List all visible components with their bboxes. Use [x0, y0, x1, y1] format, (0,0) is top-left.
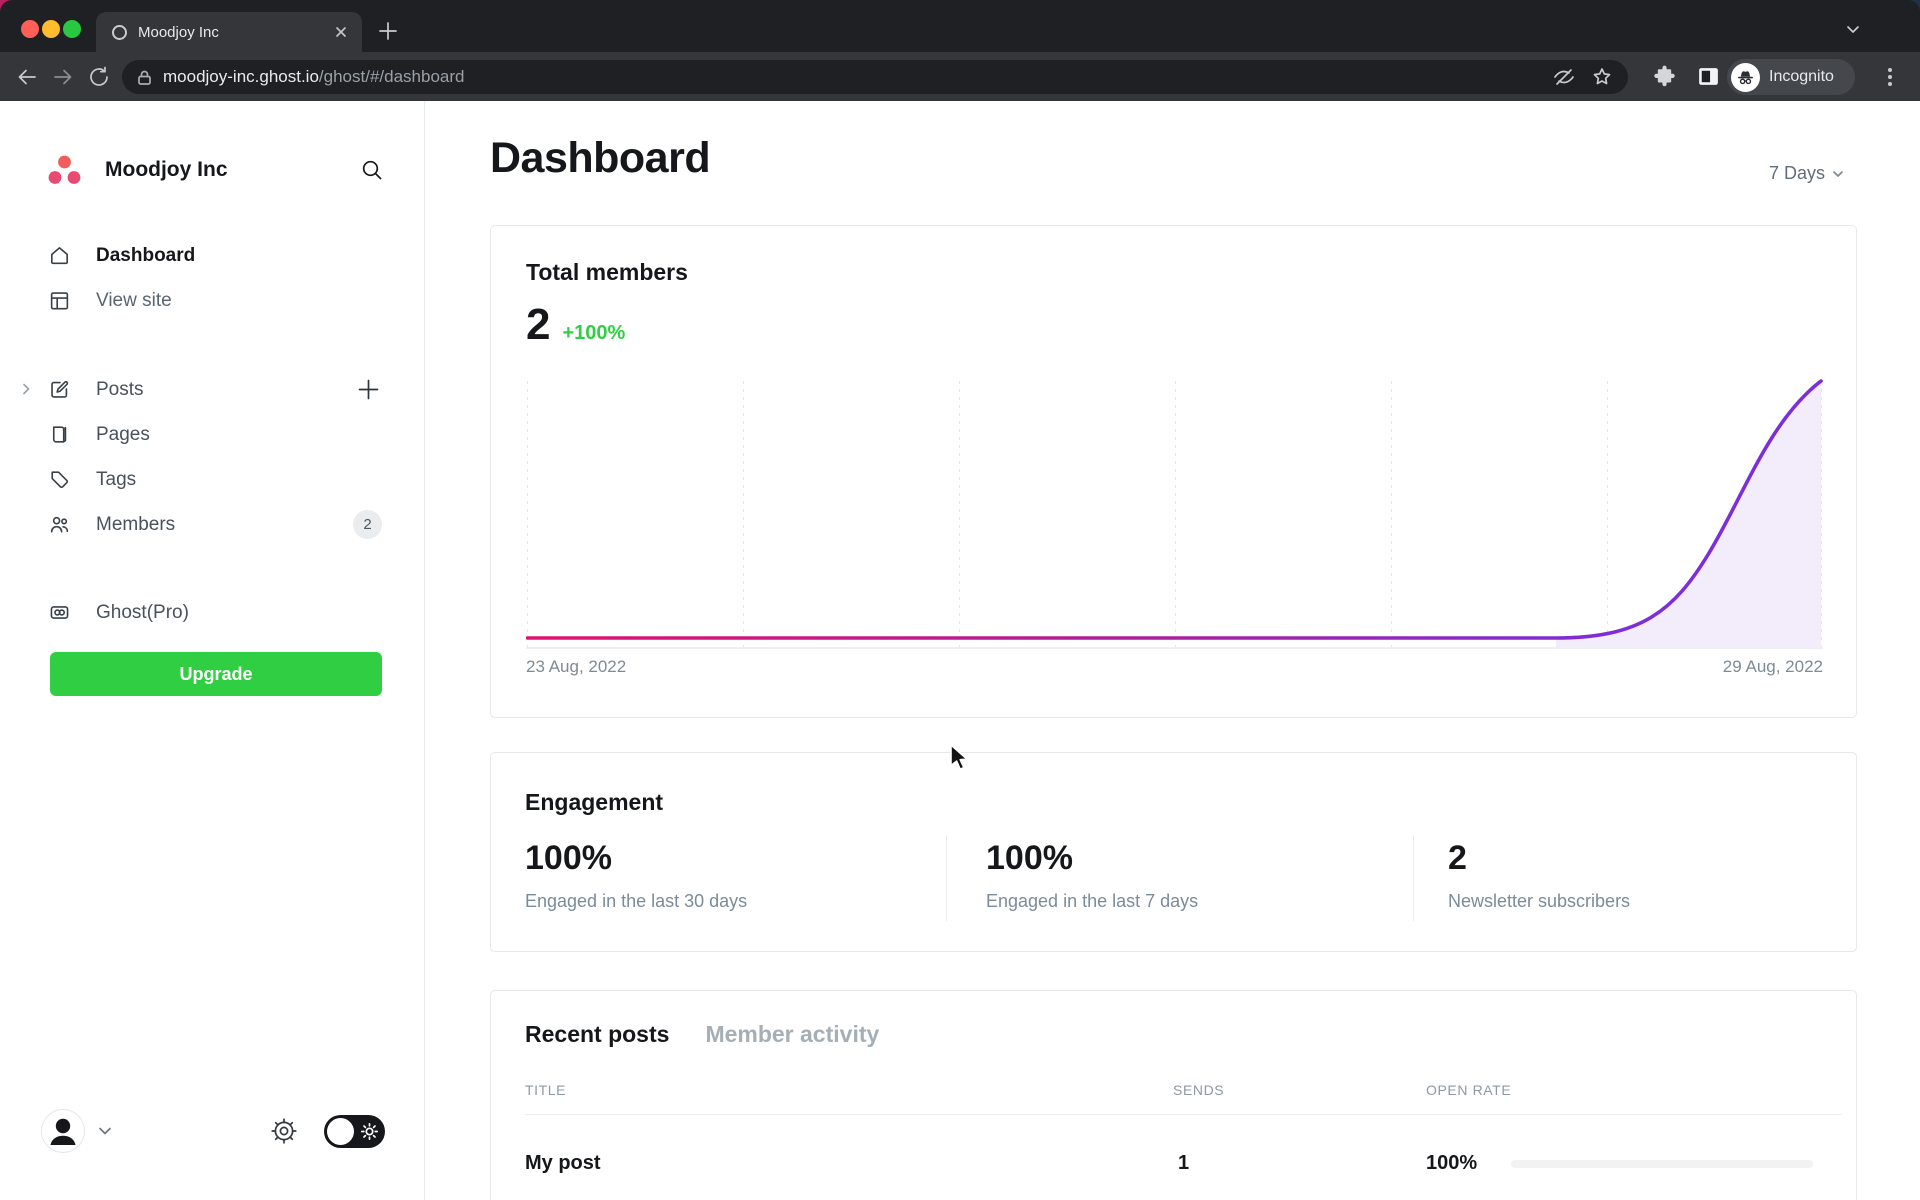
- browser-toolbar: moodjoy-inc.ghost.io/ghost/#/dashboard I…: [0, 52, 1920, 101]
- engagement-stat: 100% Engaged in the last 7 days: [986, 839, 1198, 912]
- sidebar-item-tags[interactable]: Tags: [0, 457, 424, 502]
- side-panel-icon[interactable]: [1696, 64, 1721, 89]
- post-title-cell[interactable]: My post: [525, 1152, 601, 1174]
- user-avatar[interactable]: [41, 1109, 85, 1153]
- forward-button[interactable]: [50, 64, 76, 90]
- page-title: Dashboard: [490, 134, 711, 182]
- date-range-label: 7 Days: [1768, 163, 1825, 183]
- sidebar-item-label: Dashboard: [96, 244, 196, 266]
- user-menu-chevron-icon[interactable]: [96, 1122, 114, 1140]
- toggle-knob: [327, 1118, 354, 1145]
- sidebar-item-posts[interactable]: Posts: [0, 367, 424, 412]
- reload-button[interactable]: [86, 64, 112, 90]
- window-close-button[interactable]: [21, 20, 39, 38]
- sun-icon: [360, 1122, 379, 1141]
- sidebar-item-label: View site: [96, 289, 172, 311]
- sidebar-item-ghost-pro[interactable]: Ghost(Pro): [0, 590, 424, 635]
- stat-value: 100%: [525, 839, 612, 877]
- browser-tabstrip: Moodjoy Inc: [0, 0, 1920, 52]
- total-members-card: Total members 2 +100%: [490, 225, 1857, 718]
- eye-off-icon[interactable]: [1552, 65, 1576, 89]
- settings-gear-icon[interactable]: [269, 1116, 299, 1146]
- incognito-badge: Incognito: [1727, 59, 1855, 95]
- engagement-card: Engagement 100% Engaged in the last 30 d…: [490, 752, 1857, 952]
- open-rate-bar: [1511, 1160, 1813, 1168]
- mouse-cursor: [950, 744, 968, 770]
- bookmark-star-icon[interactable]: [1590, 65, 1614, 89]
- home-icon: [51, 247, 68, 265]
- chevron-right-icon[interactable]: [18, 381, 34, 397]
- site-logo[interactable]: [48, 155, 81, 185]
- post-sends-cell: 1: [1178, 1152, 1190, 1174]
- chart-date-start: 23 Aug, 2022: [526, 657, 627, 676]
- column-header-title: TITLE: [525, 1082, 567, 1098]
- incognito-hat-icon: [1731, 62, 1760, 92]
- post-open-rate-cell: 100%: [1426, 1152, 1478, 1174]
- window-zoom-button[interactable]: [63, 20, 81, 38]
- engagement-stat: 100% Engaged in the last 30 days: [525, 839, 747, 912]
- site-name[interactable]: Moodjoy Inc: [105, 158, 228, 181]
- url-text: moodjoy-inc.ghost.io/ghost/#/dashboard: [163, 67, 465, 86]
- tag-icon: [51, 471, 69, 489]
- dashboard-main: Dashboard 7 Days Total members 2 +100%: [425, 101, 1920, 1200]
- tab-favicon-icon: [112, 24, 127, 40]
- tab-close-icon[interactable]: [332, 23, 350, 41]
- sidebar-item-members[interactable]: Members 2: [0, 502, 424, 547]
- sidebar-item-label: Members: [96, 513, 176, 535]
- extensions-puzzle-icon[interactable]: [1652, 64, 1677, 89]
- tab-title: Moodjoy Inc: [138, 23, 219, 41]
- table-divider: [525, 1114, 1842, 1115]
- browser-tab[interactable]: Moodjoy Inc: [96, 12, 362, 52]
- edit-post-icon: [51, 380, 69, 398]
- engagement-title: Engagement: [525, 789, 664, 815]
- sidebar: Moodjoy Inc Dashboard View site Posts: [0, 101, 425, 1200]
- column-header-open-rate: OPEN RATE: [1426, 1082, 1512, 1098]
- total-members-title: Total members: [526, 259, 688, 285]
- chevron-down-icon: [1833, 170, 1843, 177]
- recent-posts-card: Recent posts Member activity TITLE SENDS…: [490, 990, 1857, 1200]
- sidebar-item-label: Ghost(Pro): [96, 601, 189, 623]
- sidebar-item-view-site[interactable]: View site: [0, 278, 424, 323]
- app-window: Moodjoy Inc Dashboard View site Posts: [0, 101, 1920, 1200]
- stat-label: Engaged in the last 30 days: [525, 891, 748, 911]
- lock-icon: [138, 70, 151, 85]
- back-button[interactable]: [14, 64, 40, 90]
- avatar-person-icon: [50, 1118, 76, 1145]
- upgrade-button[interactable]: Upgrade: [50, 652, 382, 696]
- window-minimize-button[interactable]: [42, 20, 60, 38]
- new-tab-button[interactable]: [376, 19, 400, 43]
- sidebar-item-pages[interactable]: Pages: [0, 412, 424, 457]
- total-members-delta: +100%: [562, 322, 626, 344]
- total-members-value: 2: [526, 300, 551, 349]
- stat-label: Newsletter subscribers: [1448, 891, 1631, 911]
- browser-menu-icon[interactable]: [1878, 65, 1902, 89]
- members-icon: [50, 516, 69, 533]
- tab-member-activity[interactable]: Member activity: [705, 1021, 880, 1047]
- ghost-pro-icon: [50, 606, 69, 619]
- url-bar[interactable]: moodjoy-inc.ghost.io/ghost/#/dashboard: [122, 60, 1628, 94]
- pages-icon: [52, 426, 67, 443]
- sidebar-item-label: Tags: [96, 468, 137, 490]
- browser-layout-icon: [50, 292, 69, 310]
- sidebar-item-label: Pages: [96, 423, 150, 445]
- tab-recent-posts[interactable]: Recent posts: [525, 1021, 670, 1047]
- column-header-sends: SENDS: [1173, 1082, 1225, 1098]
- stat-value: 2: [1448, 839, 1467, 877]
- incognito-label: Incognito: [1769, 68, 1834, 85]
- tab-search-chevron-icon[interactable]: [1843, 19, 1863, 39]
- sidebar-item-dashboard[interactable]: Dashboard: [0, 233, 424, 278]
- stat-value: 100%: [986, 839, 1073, 877]
- members-chart[interactable]: [526, 379, 1823, 651]
- theme-toggle[interactable]: [324, 1115, 385, 1148]
- chart-date-end: 29 Aug, 2022: [1722, 657, 1823, 676]
- sidebar-item-label: Posts: [96, 378, 144, 400]
- add-post-icon[interactable]: [355, 376, 382, 403]
- stat-label: Engaged in the last 7 days: [986, 891, 1199, 911]
- engagement-stat: 2 Newsletter subscribers: [1448, 839, 1630, 912]
- date-range-select[interactable]: 7 Days: [1769, 163, 1845, 184]
- members-count-badge: 2: [353, 510, 382, 539]
- search-icon[interactable]: [360, 158, 384, 182]
